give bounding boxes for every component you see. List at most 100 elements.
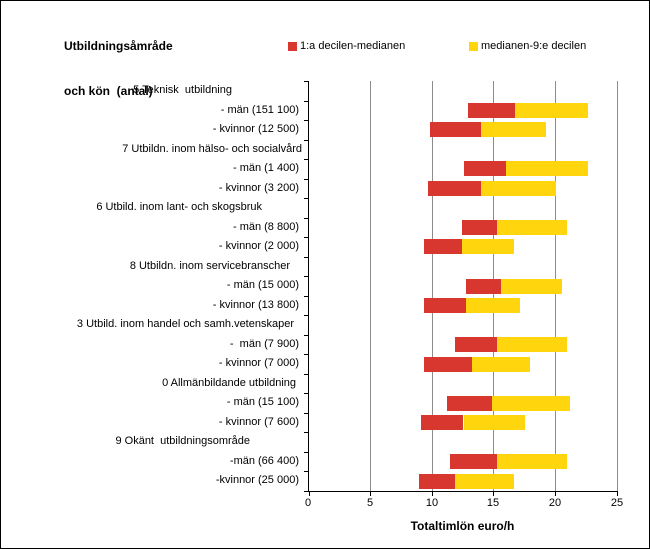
category-group-label: 8 Utbildn. inom servicebranscher xyxy=(129,259,290,272)
bar-yellow-segment xyxy=(472,357,531,372)
x-axis-tick xyxy=(370,492,371,496)
category-axis-tick xyxy=(304,374,309,375)
bar-yellow-segment xyxy=(480,122,547,137)
chart-title-line2: och kön (antal) xyxy=(64,84,153,98)
bar-yellow-segment xyxy=(480,181,557,196)
gridline xyxy=(617,81,618,491)
category-label: - män (15 100) xyxy=(226,396,299,409)
bar-yellow-segment xyxy=(500,279,563,294)
category-axis-tick xyxy=(304,335,309,336)
category-label: - kvinnor (12 500) xyxy=(212,123,299,136)
bar-yellow-segment xyxy=(496,337,568,352)
category-label: - kvinnor (7 000) xyxy=(218,357,299,370)
category-axis-tick xyxy=(304,81,309,82)
category-label: - män (151 100) xyxy=(220,103,299,116)
category-axis-tick xyxy=(304,257,309,258)
bar-yellow-segment xyxy=(515,103,589,118)
category-axis-tick xyxy=(304,296,309,297)
category-axis-tick xyxy=(304,413,309,414)
category-axis-tick xyxy=(304,491,309,492)
legend-item-red: 1:a decilen-medianen xyxy=(288,41,405,52)
category-group-label: 5 Teknisk utbildning xyxy=(133,84,232,96)
x-tick-label: 25 xyxy=(610,497,624,509)
bar-yellow-segment xyxy=(462,239,515,254)
bar-yellow-segment xyxy=(496,220,568,235)
x-axis-title: Totaltimlön euro/h xyxy=(410,519,515,533)
x-axis-tick xyxy=(432,492,433,496)
legend: 1:a decilen-medianen medianen-9:e decile… xyxy=(1,41,649,55)
category-axis-tick xyxy=(304,276,309,277)
x-axis-tick xyxy=(309,492,310,496)
category-axis-tick xyxy=(304,237,309,238)
x-tick-label: 15 xyxy=(486,497,500,509)
category-group-label: 3 Utbild. inom handel och samh.vetenskap… xyxy=(76,318,294,331)
bar-red-segment xyxy=(419,474,455,489)
category-label: - män (8 800) xyxy=(232,220,299,233)
category-group-label: 9 Okänt utbildningsområde xyxy=(115,435,250,448)
category-label: - kvinnor (3 200) xyxy=(218,181,299,194)
chart-title-line1: Utbildningsåmråde xyxy=(64,39,173,53)
category-label: - män (7 900) xyxy=(229,337,299,350)
category-axis-tick xyxy=(304,354,309,355)
chart-title: Utbildningsåmråde och kön (antal) xyxy=(64,9,173,129)
bar-red-segment xyxy=(423,239,463,254)
bar-red-segment xyxy=(462,220,497,235)
category-axis-tick xyxy=(304,159,309,160)
category-label: -kvinnor (25 000) xyxy=(215,474,299,487)
x-tick-label: 5 xyxy=(366,497,374,509)
bar-red-segment xyxy=(421,415,464,430)
category-label: - kvinnor (13 800) xyxy=(212,298,299,311)
x-axis-tick xyxy=(493,492,494,496)
x-axis-tick xyxy=(617,492,618,496)
gridline xyxy=(432,81,433,491)
bar-yellow-segment xyxy=(454,474,515,489)
category-label: - kvinnor (7 600) xyxy=(218,415,299,428)
x-tick-label: 10 xyxy=(425,497,439,509)
bar-red-segment xyxy=(463,161,506,176)
category-axis-tick xyxy=(304,101,309,102)
bar-yellow-segment xyxy=(463,415,526,430)
bar-red-segment xyxy=(447,396,492,411)
category-group-label: 6 Utbild. inom lant- och skogsbruk xyxy=(96,201,262,214)
legend-label-yellow: medianen-9:e decilen xyxy=(481,40,587,52)
category-label: - män (1 400) xyxy=(232,162,299,175)
bar-red-segment xyxy=(423,298,466,313)
category-axis-tick xyxy=(304,140,309,141)
bar-yellow-segment xyxy=(465,298,521,313)
x-tick-label: 20 xyxy=(548,497,562,509)
gridline xyxy=(370,81,371,491)
plot-area xyxy=(304,81,618,496)
category-axis-labels: 5 Teknisk utbildning - män (151 100) - kvi… xyxy=(1,81,304,491)
bar-yellow-segment xyxy=(491,396,570,411)
x-axis-tick xyxy=(555,492,556,496)
category-axis-tick xyxy=(304,471,309,472)
category-label: -män (66 400) xyxy=(229,454,299,467)
bar-red-segment xyxy=(430,122,481,137)
category-axis-tick xyxy=(304,432,309,433)
category-axis-tick xyxy=(304,218,309,219)
category-axis-tick xyxy=(304,179,309,180)
bar-yellow-segment xyxy=(505,161,589,176)
legend-swatch-red-icon xyxy=(288,42,297,51)
bar-red-segment xyxy=(427,181,481,196)
category-label: - män (15 000) xyxy=(226,279,299,292)
category-label: - kvinnor (2 000) xyxy=(218,240,299,253)
bar-red-segment xyxy=(423,357,473,372)
category-axis-tick xyxy=(304,452,309,453)
bar-red-segment xyxy=(454,337,497,352)
bar-yellow-segment xyxy=(496,454,568,469)
category-axis-tick xyxy=(304,315,309,316)
category-group-label: 0 Allmänbildande utbildning xyxy=(162,376,296,389)
bar-red-segment xyxy=(449,454,497,469)
legend-swatch-yellow-icon xyxy=(469,42,478,51)
bar-red-segment xyxy=(465,279,501,294)
bar-red-segment xyxy=(468,103,516,118)
legend-label-red: 1:a decilen-medianen xyxy=(300,40,406,52)
legend-item-yellow: medianen-9:e decilen xyxy=(469,41,586,52)
x-tick-label: 0 xyxy=(304,497,312,509)
category-group-label: 7 Utbildn. inom hälso- och socialvård xyxy=(122,142,302,155)
category-axis-tick xyxy=(304,198,309,199)
category-axis-tick xyxy=(304,120,309,121)
category-axis-tick xyxy=(304,393,309,394)
